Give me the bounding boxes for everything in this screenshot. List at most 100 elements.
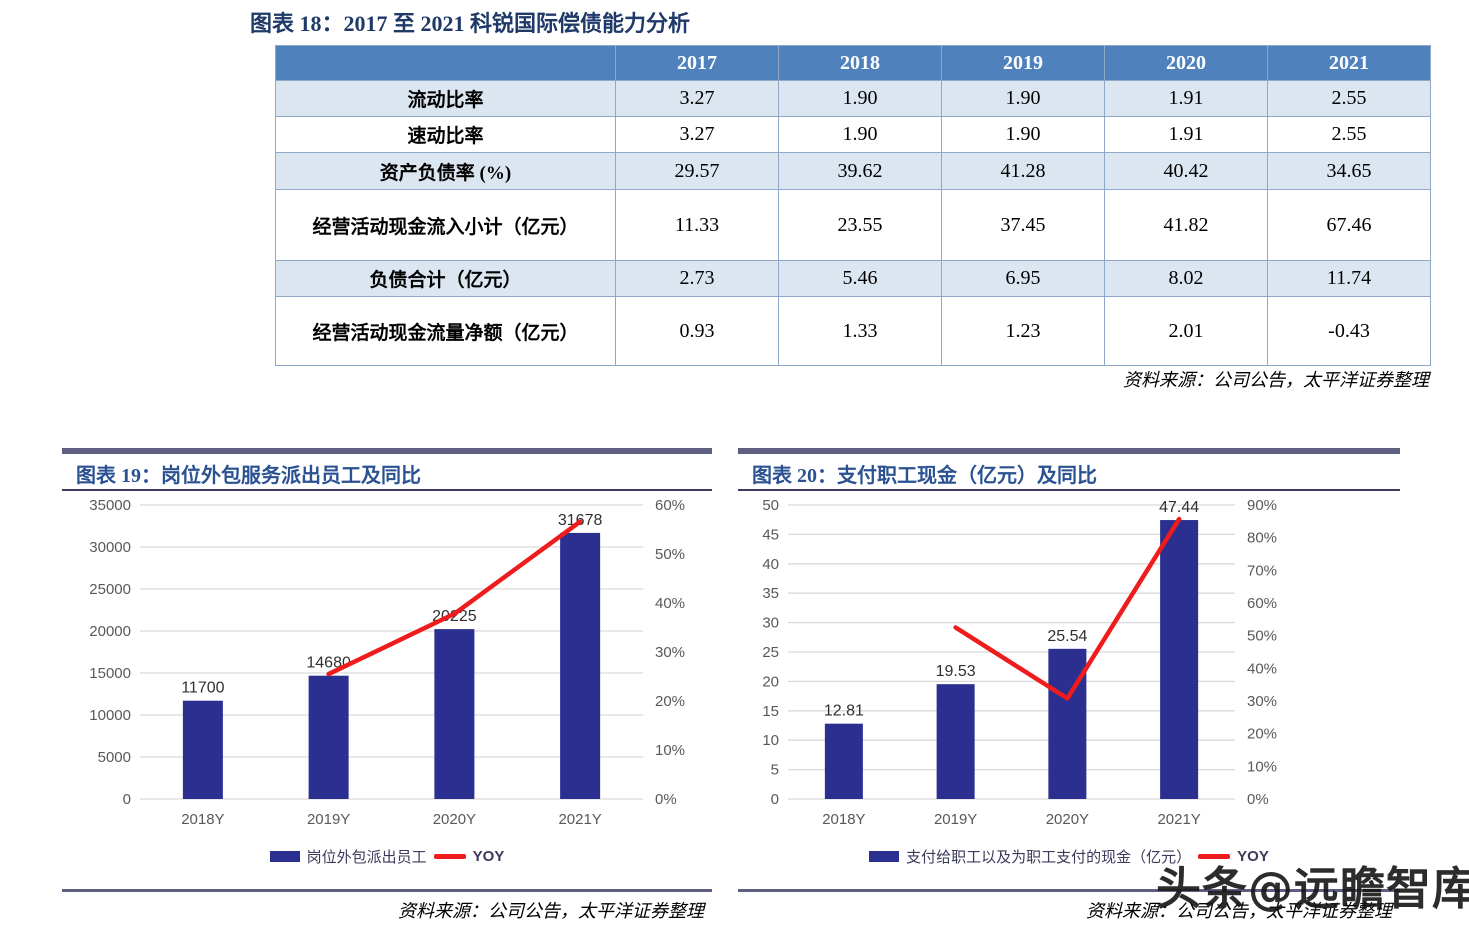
value-cell: 0.93: [615, 296, 779, 366]
bar-value-label: 47.44: [1159, 499, 1199, 516]
watermark-text: 头条@远瞻智库: [1156, 862, 1469, 915]
corner-cell: [275, 45, 616, 81]
table-header: 2017 2018 2019 2020 2021: [275, 45, 1431, 81]
table-row: 流动比率 3.27 1.90 1.90 1.91 2.55: [275, 80, 1431, 117]
left-axis-tick-label: 25000: [89, 581, 131, 598]
bar-value-label: 25.54: [1047, 628, 1087, 645]
row-label-cell: 速动比率: [275, 116, 616, 153]
right-axis-tick-label: 40%: [1247, 660, 1277, 677]
row-label-cell: 经营活动现金流量净额（亿元）: [275, 296, 616, 366]
table-row: 经营活动现金流入小计（亿元） 11.33 23.55 37.45 41.82 67.46: [275, 189, 1431, 261]
bar-legend-label: 支付给职工以及为职工支付的现金（亿元）: [906, 848, 1192, 866]
table-title: 图表 18：2017 至 2021 科锐国际偿债能力分析: [250, 11, 691, 36]
bar: [1048, 648, 1087, 799]
value-cell: 23.55: [778, 189, 942, 261]
table-body: 流动比率 3.27 1.90 1.90 1.91 2.55 速动比率 3.27 1.90 1.90…: [275, 80, 1431, 366]
chart-title: 图表 19：岗位外包服务派出员工及同比: [76, 465, 421, 487]
line-legend-swatch: [1198, 853, 1231, 859]
left-axis-tick-label: 15000: [89, 665, 131, 682]
row-label-cell: 负债合计（亿元）: [275, 260, 616, 297]
table-row: 经营活动现金流量净额（亿元） 0.93 1.33 1.23 2.01 -0.43: [275, 296, 1431, 366]
chart-legend: 支付给职工以及为职工支付的现金（亿元） YOY: [738, 846, 1400, 866]
chart-source-note: 资料来源：公司公告，太平洋证券整理: [1086, 901, 1392, 922]
right-axis-tick-label: 20%: [1247, 726, 1277, 743]
value-cell: 3.27: [615, 80, 779, 117]
line-legend-label: YOY: [472, 847, 505, 865]
bar-value-label: 14680: [306, 655, 351, 672]
value-cell: 1.90: [941, 80, 1105, 117]
chart-top-bar: [738, 448, 1400, 454]
row-label-cell: 资产负债率 (%): [275, 152, 616, 190]
bar-line-chart: 0 5 10 15 20 25 30 35 40 45 50 0% 10% 20% 30% 40% 50% 60%…: [762, 497, 1277, 828]
x-axis-category-label: 2020Y: [1046, 811, 1089, 828]
x-axis-category-label: 2018Y: [822, 811, 865, 828]
left-axis-tick-label: 5000: [98, 749, 131, 766]
left-axis-tick-label: 0: [123, 791, 131, 808]
right-axis-tick-label: 10%: [1247, 758, 1277, 775]
column-header: 2017: [615, 45, 779, 81]
yoy-line: [326, 519, 583, 677]
right-axis-tick-label: 60%: [1247, 595, 1277, 612]
bar-legend-swatch: [869, 850, 900, 862]
right-axis-tick-label: 0%: [655, 791, 677, 808]
bar: [1160, 520, 1199, 799]
chart-block-20: 图表 20：支付职工现金（亿元）及同比 0 5 10 15 20 25 30 35 40 45 50…: [738, 448, 1400, 928]
x-axis-category-label: 2021Y: [1157, 811, 1200, 828]
column-header: 2019: [941, 45, 1105, 81]
table-row: 资产负债率 (%) 29.57 39.62 41.28 40.42 34.65: [275, 152, 1431, 190]
chart-bottom-rule: [738, 889, 1400, 892]
row-label-cell: 流动比率: [275, 80, 616, 117]
value-cell: 5.46: [778, 260, 942, 297]
value-cell: 41.28: [941, 152, 1105, 190]
left-axis-tick-label: 30: [762, 615, 779, 632]
bar: [182, 700, 223, 799]
bar-value-label: 12.81: [824, 703, 864, 720]
left-axis-tick-label: 35000: [89, 497, 131, 514]
value-cell: 2.73: [615, 260, 779, 297]
title-underline: [62, 489, 712, 491]
value-cell: 11.33: [615, 189, 779, 261]
value-cell: 1.90: [778, 116, 942, 153]
right-axis-tick-label: 40%: [655, 595, 685, 612]
x-axis-category-label: 2019Y: [934, 811, 977, 828]
right-axis-tick-label: 70%: [1247, 562, 1277, 579]
yoy-line: [953, 516, 1182, 701]
chart-legend: 岗位外包派出员工 YOY: [62, 846, 712, 866]
chart-block-19: 图表 19：岗位外包服务派出员工及同比 0 5000 10000 15000 20000…: [62, 448, 712, 928]
value-cell: 39.62: [778, 152, 942, 190]
bar-legend-swatch: [269, 850, 300, 862]
right-axis-tick-label: 0%: [1247, 791, 1269, 808]
column-header: 2020: [1104, 45, 1268, 81]
left-axis-tick-label: 20: [762, 673, 779, 690]
value-cell: 1.23: [941, 296, 1105, 366]
right-axis-tick-label: 10%: [655, 742, 685, 759]
table-source-note: 资料来源：公司公告，太平洋证券整理: [1123, 370, 1429, 391]
bar-line-chart: 0 5000 10000 15000 20000 25000 30000 35000 0% 10%…: [89, 497, 685, 828]
column-header: 2021: [1267, 45, 1431, 81]
value-cell: 37.45: [941, 189, 1105, 261]
left-axis-tick-label: 10: [762, 732, 779, 749]
chart-bottom-rule: [62, 889, 712, 892]
value-cell: 1.91: [1104, 80, 1268, 117]
line-legend-swatch: [433, 853, 466, 859]
left-axis-tick-label: 15: [762, 703, 779, 720]
value-cell: 1.91: [1104, 116, 1268, 153]
left-axis-tick-label: 35: [762, 585, 779, 602]
bar: [824, 723, 863, 799]
chart-source-note: 资料来源：公司公告，太平洋证券整理: [398, 901, 704, 922]
right-axis-tick-label: 30%: [655, 644, 685, 661]
table-row: 速动比率 3.27 1.90 1.90 1.91 2.55: [275, 116, 1431, 153]
debt-capacity-table: 2017 2018 2019 2020 2021 流动比率 3.27 1.90 1.90 1.9…: [275, 45, 1431, 366]
left-axis-tick-label: 25: [762, 644, 779, 661]
right-axis-tick-label: 60%: [655, 497, 685, 514]
bar-legend-label: 岗位外包派出员工: [306, 848, 427, 866]
left-axis-tick-label: 45: [762, 526, 779, 543]
value-cell: 41.82: [1104, 189, 1268, 261]
bar: [560, 532, 601, 799]
chart-title: 图表 20：支付职工现金（亿元）及同比: [752, 465, 1097, 487]
title-underline: [738, 489, 1400, 491]
chart-top-bar: [62, 448, 712, 454]
row-label-cell: 经营活动现金流入小计（亿元）: [275, 189, 616, 261]
value-cell: 8.02: [1104, 260, 1268, 297]
x-axis-category-label: 2021Y: [558, 811, 601, 828]
